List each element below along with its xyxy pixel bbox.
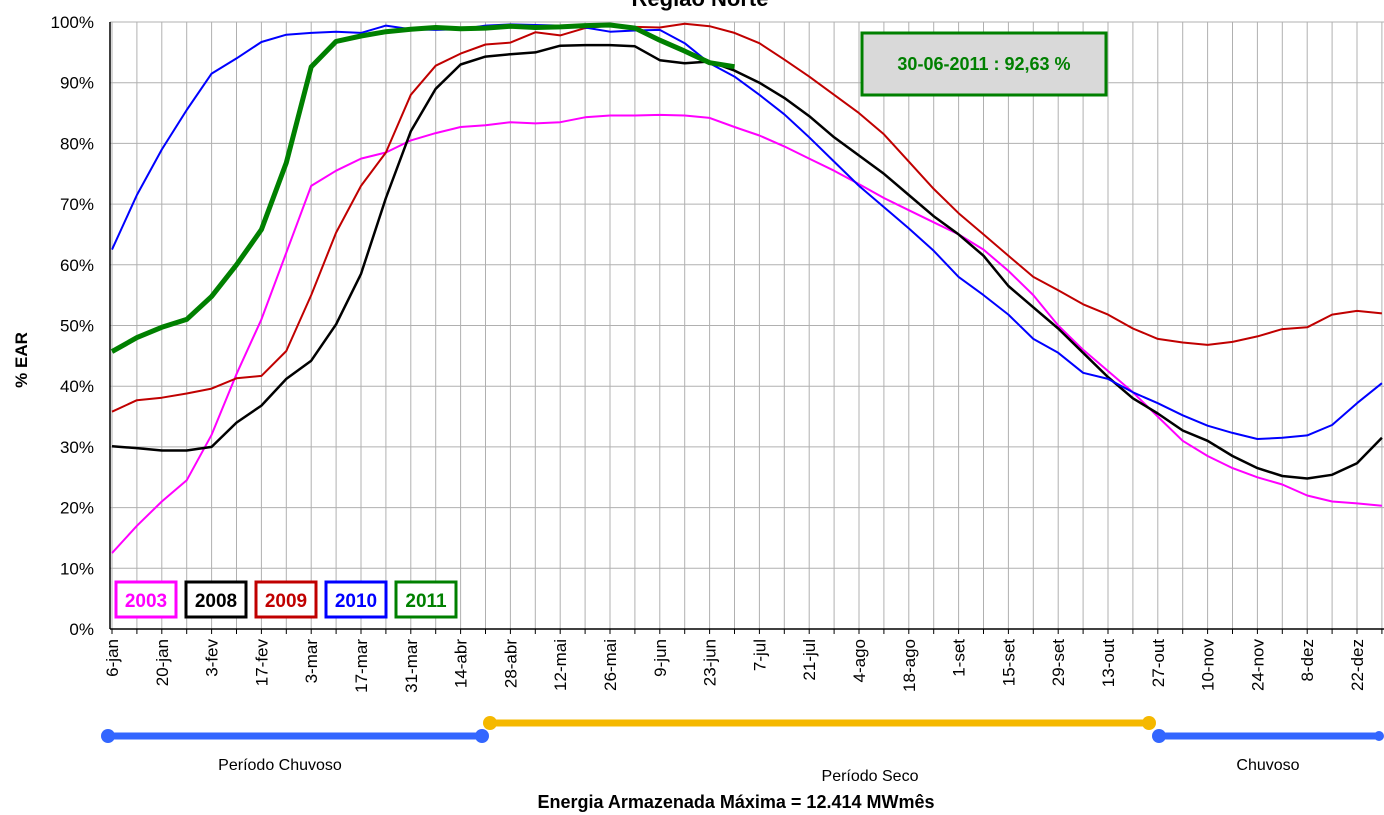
bar-end <box>1374 731 1384 741</box>
series-line <box>111 22 1382 413</box>
legend-label: 2008 <box>195 591 237 612</box>
legend-label: 2003 <box>125 591 167 612</box>
period-label: Período Chuvoso <box>218 757 342 774</box>
y-tick-label: 30% <box>60 438 94 457</box>
x-tick-label: 29-set <box>1049 639 1068 687</box>
footer: Energia Armazenada Máxima = 12.414 MWmês <box>537 792 934 812</box>
x-tick-label: 9-jun <box>651 639 670 677</box>
x-tick-label: 6-jan <box>103 639 122 677</box>
y-tick-label: 100% <box>51 13 94 32</box>
y-tick-label: 40% <box>60 377 94 396</box>
period-label: Período Seco <box>822 768 919 785</box>
x-tick-label: 12-mai <box>551 639 570 691</box>
x-tick-label: 18-ago <box>900 639 919 692</box>
legend-box <box>324 580 388 619</box>
x-tick-label: 21-jul <box>800 639 819 681</box>
x-tick-label: 14-abr <box>452 639 471 688</box>
y-axis-label: % EAR <box>12 332 31 388</box>
x-tick-label: 31-mar <box>402 639 421 693</box>
legend-box <box>254 580 318 619</box>
x-tick-label: 26-mai <box>601 639 620 691</box>
series-line <box>111 43 1383 480</box>
period-bars <box>101 716 1384 743</box>
bar-end <box>475 729 489 743</box>
x-tick-label: 23-jun <box>701 639 720 686</box>
y-tick-label: 90% <box>60 74 94 93</box>
series-line <box>111 113 1382 554</box>
x-tick-label: 22-dez <box>1348 639 1367 691</box>
x-tick-label: 3-mar <box>302 639 321 684</box>
x-tick-label: 27-out <box>1149 639 1168 687</box>
series-line <box>111 23 1383 440</box>
x-tick-label: 28-abr <box>501 639 520 688</box>
bar-end <box>101 729 115 743</box>
x-tick-label: 20-jan <box>153 639 172 686</box>
bar-end <box>483 716 497 730</box>
y-tick-label: 80% <box>60 134 94 153</box>
series-line <box>110 22 735 354</box>
annotation: 30-06-2011 : 92,63 % <box>897 54 1070 74</box>
legend-label: 2010 <box>335 591 377 612</box>
bar-end <box>1142 716 1156 730</box>
x-tick-label: 1-set <box>950 639 969 677</box>
annotation-box <box>860 31 1108 97</box>
period-label: Chuvoso <box>1236 757 1299 774</box>
x-tick-label: 8-dez <box>1298 639 1317 682</box>
legend-box <box>184 580 248 619</box>
y-tick-label: 70% <box>60 195 94 214</box>
x-tick-label: 15-set <box>999 639 1018 687</box>
x-tick-label: 4-ago <box>850 639 869 682</box>
x-tick-label: 13-out <box>1099 639 1118 687</box>
y-tick-label: 10% <box>60 559 94 578</box>
y-tick-label: 50% <box>60 317 94 336</box>
y-tick-label: 20% <box>60 499 94 518</box>
x-tick-label: 17-mar <box>352 639 371 693</box>
x-tick-label: 3-fev <box>203 639 222 677</box>
x-tick-label: 17-fev <box>252 639 271 687</box>
x-tick-label: 24-nov <box>1248 639 1267 691</box>
chart-title: Região Norte <box>632 0 769 11</box>
y-tick-label: 60% <box>60 256 94 275</box>
legend-box <box>394 580 458 619</box>
bar-end <box>1152 729 1166 743</box>
x-tick-label: 10-nov <box>1199 639 1218 691</box>
legend-label: 2011 <box>405 591 447 612</box>
y-tick-label: 0% <box>69 620 94 639</box>
legend-box <box>114 580 178 619</box>
legend-label: 2009 <box>265 591 307 612</box>
x-tick-label: 7-jul <box>750 639 769 671</box>
